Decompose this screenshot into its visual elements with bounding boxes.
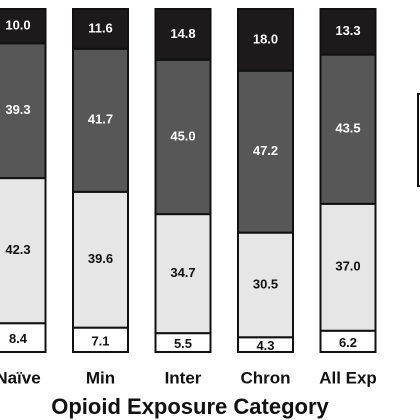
bar-segment	[237, 231, 294, 339]
x-axis-title: Opioid Exposure Category	[51, 394, 329, 419]
value-label: 39.3	[5, 102, 30, 117]
value-label: 42.3	[5, 242, 30, 257]
value-label: 6.2	[339, 335, 357, 350]
x-tick-label: Inter	[165, 368, 202, 387]
value-label: 41.7	[88, 112, 113, 127]
value-label: 7.1	[91, 333, 109, 348]
bar-segment	[237, 69, 294, 234]
x-tick-label: Min	[86, 368, 115, 387]
bar-segment	[72, 8, 129, 50]
value-label: 18.0	[253, 31, 278, 46]
bar-segment	[319, 8, 377, 56]
value-label: 30.5	[253, 276, 278, 291]
value-label: 10.0	[5, 18, 30, 33]
value-label: 13.3	[335, 23, 360, 38]
value-label: 11.6	[88, 20, 113, 35]
legend-box	[417, 93, 420, 187]
value-label: 37.0	[335, 259, 360, 274]
value-label: 8.4	[9, 331, 28, 346]
bar-segment	[0, 8, 47, 45]
x-tick-label: Naïve	[0, 368, 41, 387]
value-label: 4.3	[256, 338, 274, 353]
bar-segment	[319, 53, 377, 205]
bar-segment	[319, 202, 377, 332]
bar-segment	[72, 47, 129, 193]
value-label: 34.7	[170, 265, 195, 280]
bar-segment	[0, 177, 47, 325]
x-tick-label: All Exp	[319, 368, 377, 387]
bar-segment	[237, 8, 294, 72]
bar-segment	[154, 8, 212, 61]
value-label: 14.8	[170, 26, 195, 41]
x-tick-label: Chron	[240, 368, 290, 387]
value-label: 45.0	[170, 128, 195, 143]
value-label: 47.2	[253, 143, 278, 158]
bar-segment	[0, 42, 47, 180]
value-label: 43.5	[335, 121, 360, 136]
value-label: 5.5	[174, 336, 192, 351]
value-label: 39.6	[88, 251, 113, 266]
